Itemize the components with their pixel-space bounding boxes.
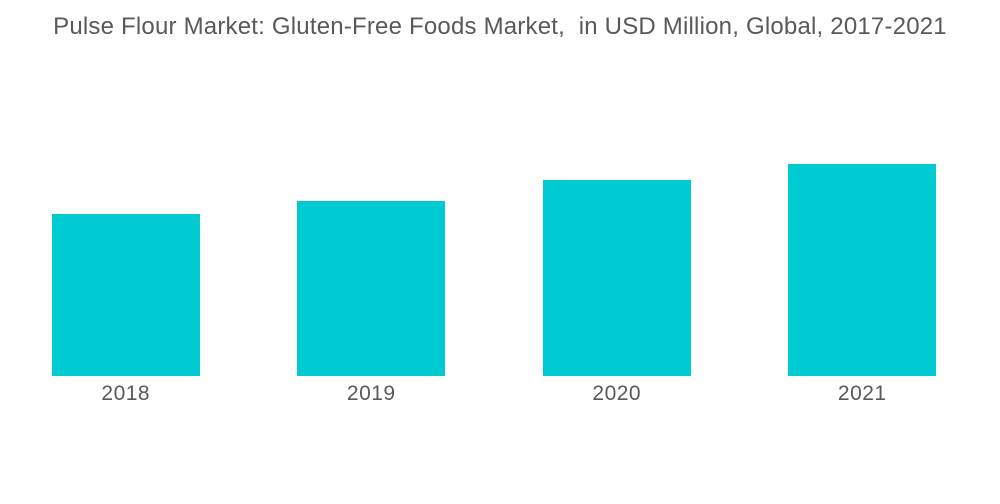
- bar-2020[interactable]: [542, 180, 691, 376]
- bar-2019[interactable]: [297, 201, 446, 376]
- x-axis-label-2021: 2021: [837, 382, 887, 405]
- bar-2021[interactable]: [788, 164, 937, 376]
- bar-2018[interactable]: [51, 214, 200, 376]
- chart-title: Pulse Flour Market: Gluten-Free Foods Ma…: [53, 13, 947, 40]
- x-axis-label-2020: 2020: [592, 382, 642, 405]
- x-axis-label-2018: 2018: [101, 382, 151, 405]
- x-axis-label-2019: 2019: [346, 382, 396, 405]
